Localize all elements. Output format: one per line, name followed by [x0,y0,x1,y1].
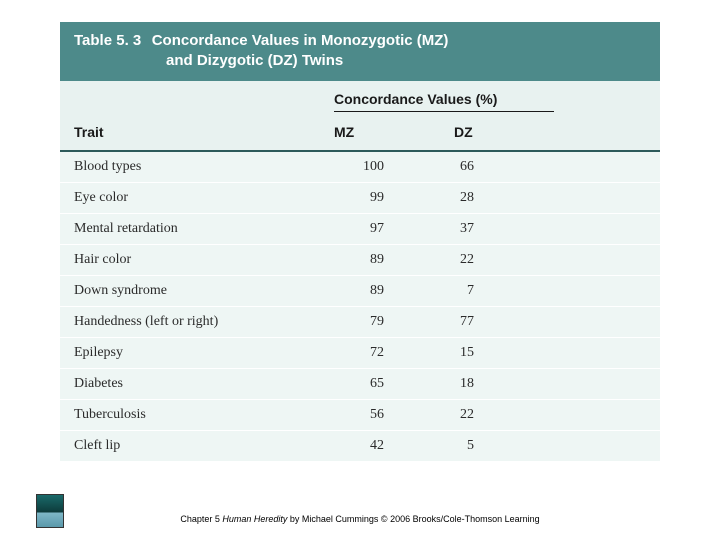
cell-mz: 89 [334,283,414,299]
cell-trait: Blood types [74,159,334,175]
credit-chapter: Chapter 5 [180,514,222,524]
cell-dz: 22 [414,252,504,268]
page: Table 5. 3 Concordance Values in Monozyg… [0,0,720,461]
col-header-trait: Trait [74,124,334,140]
cell-mz: 89 [334,252,414,268]
credit-book-title: Human Heredity [222,514,287,524]
table-title-line2: and Dizygotic (DZ) Twins [166,52,646,69]
table-row: Mental retardation9737 [60,213,660,244]
cell-trait: Mental retardation [74,221,334,237]
table-row: Epilepsy7215 [60,337,660,368]
group-header-label: Concordance Values (%) [334,91,554,112]
cell-trait: Handedness (left or right) [74,314,334,330]
cell-dz: 37 [414,221,504,237]
table-row: Tuberculosis5622 [60,399,660,430]
cell-dz: 22 [414,407,504,423]
credit-rest: by Michael Cummings © 2006 Brooks/Cole-T… [287,514,539,524]
col-header-mz: MZ [334,124,454,140]
cell-trait: Epilepsy [74,345,334,361]
table-header-band: Table 5. 3 Concordance Values in Monozyg… [60,22,660,81]
cell-trait: Diabetes [74,376,334,392]
cell-mz: 56 [334,407,414,423]
cell-mz: 65 [334,376,414,392]
table-row: Blood types10066 [60,152,660,182]
table-row: Eye color9928 [60,182,660,213]
credit-line: Chapter 5 Human Heredity by Michael Cumm… [180,514,539,524]
cell-mz: 100 [334,159,414,175]
cell-mz: 42 [334,438,414,454]
table-title-line1: Concordance Values in Monozygotic (MZ) [152,32,449,49]
cell-dz: 66 [414,159,504,175]
cell-dz: 5 [414,438,504,454]
col-header-dz: DZ [454,124,554,140]
cell-trait: Hair color [74,252,334,268]
cell-trait: Down syndrome [74,283,334,299]
cell-dz: 15 [414,345,504,361]
cell-dz: 18 [414,376,504,392]
cell-dz: 77 [414,314,504,330]
column-header-row: Trait MZ DZ [60,118,660,150]
column-header-band: Concordance Values (%) Trait MZ DZ [60,81,660,152]
cell-trait: Tuberculosis [74,407,334,423]
cell-dz: 28 [414,190,504,206]
book-cover-icon [36,494,64,528]
cell-trait: Cleft lip [74,438,334,454]
table-number: Table 5. 3 [74,32,141,49]
table-body: Blood types10066Eye color9928Mental reta… [60,152,660,461]
group-header-row: Concordance Values (%) [60,81,660,118]
cell-mz: 97 [334,221,414,237]
cell-trait: Eye color [74,190,334,206]
table-row: Cleft lip425 [60,430,660,461]
table-row: Down syndrome897 [60,275,660,306]
spacer [74,91,334,112]
cell-dz: 7 [414,283,504,299]
footer: Chapter 5 Human Heredity by Michael Cumm… [0,514,720,524]
concordance-table: Table 5. 3 Concordance Values in Monozyg… [60,22,660,461]
table-row: Handedness (left or right)7977 [60,306,660,337]
cell-mz: 99 [334,190,414,206]
cell-mz: 79 [334,314,414,330]
table-row: Diabetes6518 [60,368,660,399]
cell-mz: 72 [334,345,414,361]
table-row: Hair color8922 [60,244,660,275]
